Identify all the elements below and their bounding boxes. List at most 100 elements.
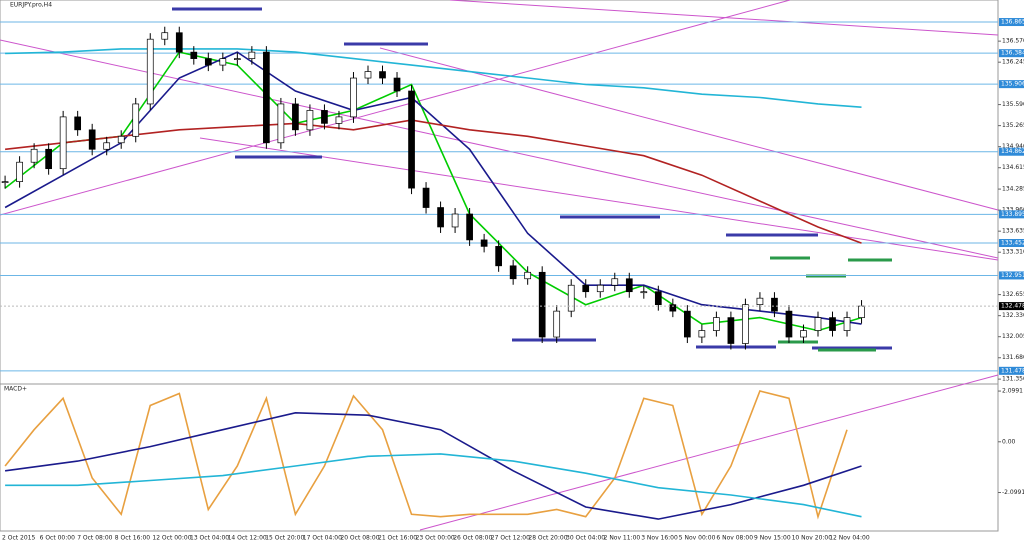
x-tick-label: 10 Nov 20:00	[792, 535, 833, 542]
candle	[698, 330, 706, 338]
x-tick-label: 20 Oct 08:00	[340, 535, 379, 542]
level-badge	[999, 147, 1024, 156]
x-tick-label: 6 Oct 00:00	[40, 535, 75, 542]
candle	[335, 116, 343, 124]
candle	[146, 38, 154, 105]
candle	[625, 278, 633, 293]
y-tick-label: 132.655	[1002, 291, 1024, 298]
level-badge	[999, 49, 1024, 58]
x-tick-label: 8 Oct 16:00	[115, 535, 150, 542]
candle	[742, 304, 749, 344]
level-badge	[999, 210, 1024, 219]
candle	[175, 32, 183, 53]
candle	[596, 284, 604, 293]
level-label: 134.862	[1001, 148, 1024, 155]
x-tick-label: 21 Oct 16:00	[378, 535, 417, 542]
x-tick-label: 14 Oct 12:00	[228, 535, 267, 542]
level-badge	[999, 18, 1024, 27]
candle	[553, 310, 561, 338]
candle	[683, 310, 691, 338]
candle	[800, 330, 807, 338]
candle	[190, 51, 198, 59]
y-tick-label: 134.940	[1002, 143, 1024, 150]
candle	[408, 90, 415, 189]
candle	[88, 129, 96, 150]
candle	[364, 71, 372, 79]
candle	[263, 51, 270, 144]
level-badge	[999, 271, 1024, 280]
candle	[161, 32, 169, 40]
indicator-line	[4, 411, 862, 520]
candle	[437, 207, 444, 228]
x-tick-label: 15 Oct 20:00	[265, 535, 304, 542]
candle	[814, 317, 822, 331]
current-badge	[999, 302, 1024, 311]
x-tick-label: 13 Oct 04:00	[190, 535, 229, 542]
x-tick-label: 2 Oct 2015	[2, 535, 35, 542]
y-tick-label: 133.310	[1002, 249, 1024, 256]
candle	[567, 284, 575, 312]
y-tick-label: -2.0991	[1002, 489, 1024, 496]
x-tick-label: 26 Oct 08:00	[453, 535, 492, 542]
x-tick-label: 9 Nov 15:00	[754, 535, 791, 542]
candle	[727, 317, 735, 344]
candle	[654, 291, 662, 306]
candle	[582, 284, 590, 293]
level-label: 136.384	[1001, 50, 1024, 57]
level-label: 136.865	[1001, 19, 1024, 26]
x-tick-label: 6 Nov 08:00	[716, 535, 753, 542]
candle	[117, 135, 125, 144]
candle	[524, 271, 532, 280]
candle	[829, 317, 836, 331]
candle	[756, 297, 764, 306]
candle	[292, 103, 299, 131]
level-label: 133.452	[1001, 240, 1024, 247]
candle	[132, 103, 140, 137]
level-label: 132.951	[1001, 272, 1024, 279]
candle	[321, 110, 328, 124]
trend-lines	[0, 0, 999, 531]
chart-title: EURJPY.pro,H4	[10, 2, 52, 9]
level-label: 131.478	[1001, 367, 1024, 374]
candle	[45, 148, 52, 170]
indicator-line	[5, 453, 862, 518]
y-tick-label: 135.265	[1002, 122, 1024, 129]
candle	[59, 116, 67, 170]
y-tick-label: 132.330	[1002, 312, 1024, 319]
x-tick-label: 12 Oct 00:00	[152, 535, 191, 542]
y-tick-label: 132.005	[1002, 333, 1024, 340]
y-tick-label: 136.570	[1002, 38, 1024, 45]
y-tick-label: 136.245	[1002, 59, 1024, 66]
candle	[466, 213, 473, 241]
candle	[509, 265, 517, 280]
candle	[785, 310, 793, 338]
candle	[16, 161, 23, 182]
support-lines	[172, 7, 892, 352]
y-tick-label: 131.350	[1002, 376, 1024, 383]
x-tick-label: 28 Oct 20:00	[528, 535, 567, 542]
candle	[379, 71, 386, 79]
candle	[204, 58, 212, 66]
x-tick-label: 23 Oct 00:00	[416, 535, 455, 542]
moving-average	[5, 119, 862, 244]
candle	[277, 103, 285, 144]
y-tick-label: 135.590	[1002, 101, 1024, 108]
y-tick-label: 2.0991	[1002, 388, 1023, 395]
candle	[219, 58, 227, 66]
indicator-title: MACD+	[4, 386, 27, 393]
y-tick-label: 133.635	[1002, 228, 1024, 235]
candle	[451, 213, 459, 228]
candle	[350, 77, 357, 118]
level-badge	[999, 239, 1024, 248]
level-badge	[999, 366, 1024, 375]
current-price-label: 132.478	[1001, 303, 1024, 310]
candle	[422, 187, 430, 208]
y-tick-label: 131.680	[1002, 354, 1024, 361]
candle	[858, 305, 865, 318]
x-tick-label: 2 Nov 11:00	[604, 535, 641, 542]
y-tick-label: 134.285	[1002, 186, 1024, 193]
x-tick-label: 12 Nov 04:00	[829, 535, 870, 542]
level-label: 135.906	[1001, 81, 1024, 88]
candle	[103, 142, 111, 150]
